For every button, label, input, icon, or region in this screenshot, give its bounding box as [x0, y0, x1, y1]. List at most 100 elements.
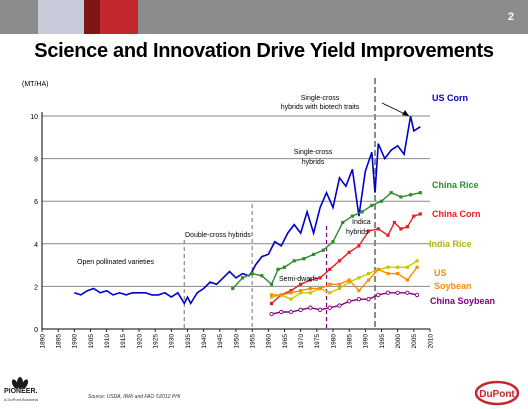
- data-point: [399, 227, 403, 231]
- data-point: [366, 278, 371, 282]
- data-point: [412, 214, 416, 218]
- data-point: [350, 214, 354, 218]
- legend-label-india-rice: India Rice: [429, 239, 472, 249]
- data-point: [386, 272, 390, 276]
- y-tick-label-2: 2: [34, 284, 38, 291]
- annotation-biotech-line-1: Single-cross: [301, 95, 340, 102]
- data-point: [269, 295, 274, 299]
- data-point: [386, 265, 390, 269]
- x-tick-label-1925: 1925: [152, 334, 159, 349]
- data-point: [299, 289, 303, 293]
- data-point: [385, 290, 391, 295]
- data-point: [240, 276, 245, 280]
- data-point: [370, 203, 374, 208]
- x-tick-label-1975: 1975: [314, 334, 321, 349]
- x-tick-label-1950: 1950: [233, 334, 240, 349]
- data-point: [405, 278, 409, 282]
- data-point: [289, 297, 293, 301]
- data-point: [279, 309, 284, 315]
- data-point: [357, 289, 361, 293]
- data-point: [366, 229, 371, 233]
- data-point: [318, 286, 322, 291]
- y-tick-label-4: 4: [34, 242, 38, 249]
- data-point: [399, 195, 403, 199]
- data-point: [289, 289, 293, 293]
- legend-label-us-soybean-line-1: US: [434, 268, 447, 278]
- data-point: [409, 193, 413, 197]
- data-point: [308, 286, 312, 291]
- data-point: [337, 259, 342, 263]
- x-tick-label-1935: 1935: [185, 334, 192, 349]
- data-point: [347, 299, 352, 304]
- data-point: [356, 297, 362, 302]
- series-us-corn: [74, 115, 421, 306]
- x-tick-label-1960: 1960: [266, 334, 273, 349]
- data-point: [289, 291, 293, 295]
- data-point: [302, 257, 306, 261]
- pioneer-logo-icon: [11, 377, 29, 389]
- data-point: [415, 265, 419, 269]
- data-point: [282, 265, 287, 269]
- x-tick-label-1955: 1955: [249, 334, 256, 349]
- legend-label-china-rice: China Rice: [432, 180, 479, 190]
- header-block-red: [100, 0, 138, 34]
- header-block-light: [38, 0, 84, 34]
- page-number: 2: [507, 11, 514, 23]
- y-tick-label-6: 6: [34, 199, 38, 206]
- data-point: [376, 227, 380, 231]
- legend-label-china-corn: China Corn: [432, 209, 481, 219]
- series-china-rice: [231, 191, 422, 291]
- x-tick-label-1890: 1890: [39, 334, 46, 349]
- data-point: [269, 301, 274, 306]
- x-tick-label-1900: 1900: [72, 334, 79, 349]
- data-point: [389, 191, 393, 195]
- data-point: [337, 303, 342, 308]
- data-point: [405, 265, 409, 269]
- series-china-soybean: [269, 290, 420, 317]
- annotation-open-pollinated: Open pollinated varieties: [77, 259, 155, 266]
- data-point: [312, 252, 316, 257]
- data-point: [396, 272, 400, 276]
- data-point: [299, 291, 303, 295]
- pioneer-logo-subtitle: A DuPont Business: [4, 397, 39, 402]
- series-line: [271, 266, 418, 296]
- data-point: [396, 265, 400, 269]
- x-tick-label-2005: 2005: [411, 334, 418, 349]
- data-point: [337, 282, 342, 286]
- series-line: [74, 115, 421, 306]
- x-tick-label-1995: 1995: [379, 334, 386, 349]
- data-point: [395, 290, 400, 295]
- series-india-rice: [269, 259, 419, 301]
- data-point: [327, 305, 332, 310]
- data-point: [405, 290, 410, 295]
- data-point: [328, 282, 332, 286]
- data-point: [299, 282, 303, 286]
- series-line: [271, 213, 421, 304]
- x-tick-label-2010: 2010: [427, 334, 434, 349]
- data-point: [379, 199, 384, 203]
- data-point: [337, 286, 342, 291]
- annotation-single-cross-line-2: hybrids: [302, 159, 325, 166]
- data-point: [331, 240, 335, 244]
- data-point: [392, 220, 397, 225]
- data-point: [321, 248, 325, 252]
- data-point: [317, 307, 323, 312]
- legend-label-us-soybean-line-2: Soybean: [434, 281, 472, 291]
- page-title: Science and Innovation Drive Yield Impro…: [34, 40, 494, 62]
- annotation-semi-dwarfs: Semi-dwarfs: [279, 276, 318, 283]
- data-point: [308, 278, 312, 282]
- annotation-single-cross-line-1: Single-cross: [294, 149, 333, 156]
- header-block-dark-red: [84, 0, 100, 34]
- y-axis-label: (MT/HA): [22, 81, 48, 88]
- x-tick-label-1905: 1905: [88, 334, 95, 349]
- data-point: [308, 305, 313, 310]
- data-point: [269, 293, 274, 297]
- legend-label-china-soybean: China Soybean: [430, 296, 495, 306]
- y-tick-label-10: 10: [30, 114, 38, 121]
- data-point: [357, 244, 361, 248]
- data-point: [276, 267, 280, 271]
- dupont-logo-text: DuPont: [479, 389, 515, 400]
- data-point: [366, 272, 371, 276]
- x-tick-label-1945: 1945: [217, 334, 224, 349]
